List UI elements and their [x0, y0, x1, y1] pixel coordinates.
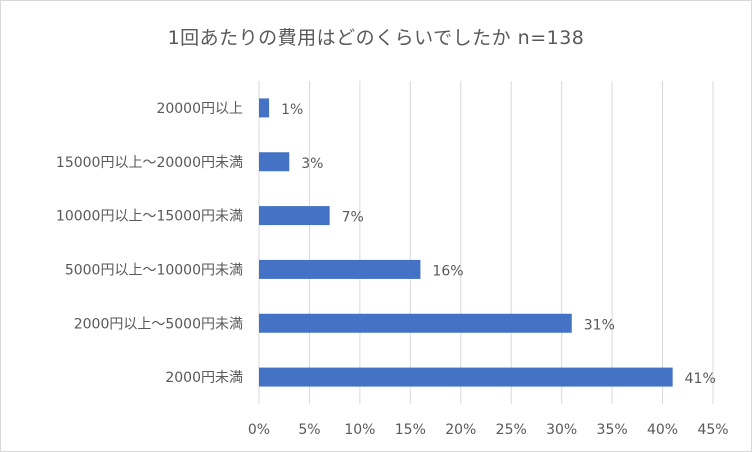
bar — [259, 98, 270, 118]
bar — [259, 367, 673, 387]
category-label: 15000円以上～20000円未満 — [56, 155, 243, 171]
data-label: 16% — [432, 263, 463, 279]
x-tick-label: 10% — [344, 422, 375, 438]
category-label: 10000円以上～15000円未満 — [56, 209, 243, 225]
bar — [259, 152, 290, 172]
chart-title: 1回あたりの費用はどのくらいでしたか n=138 — [167, 27, 585, 49]
x-tick-label: 30% — [546, 422, 577, 438]
x-tick-label: 0% — [248, 422, 270, 438]
x-tick-label: 5% — [298, 422, 320, 438]
category-label: 2000円未満 — [165, 370, 243, 386]
x-tick-label: 45% — [697, 422, 728, 438]
x-tick-label: 20% — [445, 422, 476, 438]
category-label: 20000円以上 — [156, 101, 243, 117]
bar — [259, 206, 330, 226]
category-label: 5000円以上～10000円未満 — [65, 262, 243, 278]
bar — [259, 259, 421, 279]
x-tick-label: 25% — [496, 422, 527, 438]
data-label: 7% — [342, 210, 364, 226]
data-label: 31% — [584, 317, 615, 333]
x-tick-label: 35% — [597, 422, 628, 438]
x-tick-label: 40% — [647, 422, 678, 438]
data-label: 1% — [281, 102, 303, 118]
category-label: 2000円以上～5000円未満 — [74, 316, 243, 332]
bar — [259, 313, 572, 333]
data-label: 3% — [301, 156, 323, 172]
data-label: 41% — [685, 371, 716, 387]
x-tick-label: 15% — [395, 422, 426, 438]
